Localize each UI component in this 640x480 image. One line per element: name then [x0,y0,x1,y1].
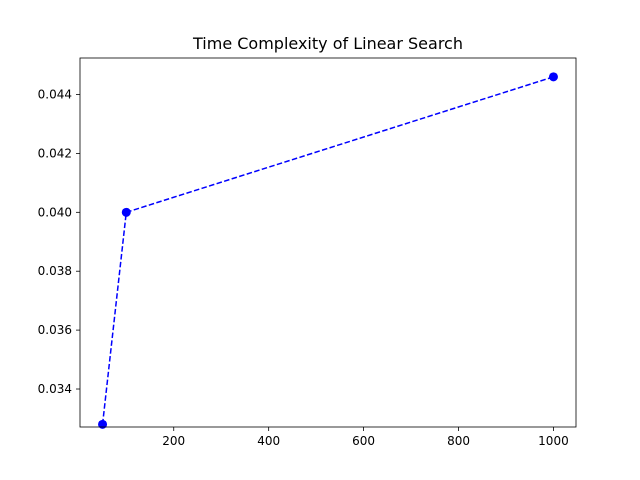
plot-frame [79,57,577,428]
x-tick-label: 600 [352,434,375,448]
chart-title: Time Complexity of Linear Search [192,34,463,53]
series-points [98,72,558,429]
x-tick-label: 800 [447,434,470,448]
data-point [548,72,558,82]
x-tick-label: 400 [257,434,280,448]
y-tick-label: 0.044 [38,88,72,102]
y-tick-label: 0.034 [38,382,72,396]
x-axis: 200 400 600 800 1000 [162,427,569,448]
y-tick-label: 0.038 [38,264,72,278]
data-point [98,419,108,429]
y-tick-label: 0.042 [38,146,72,160]
y-tick-label: 0.040 [38,205,72,219]
y-tick-label: 0.036 [38,323,72,337]
data-point [121,207,131,217]
y-axis: 0.034 0.036 0.038 0.040 0.042 0.044 [38,88,80,396]
x-tick-label: 1000 [538,434,569,448]
x-tick-label: 200 [162,434,185,448]
